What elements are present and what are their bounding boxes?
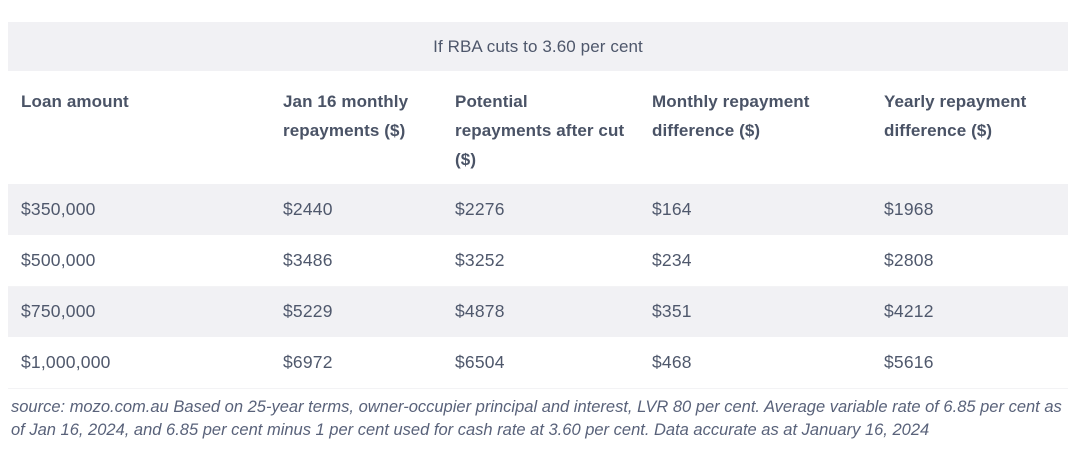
column-header-potential-repayments-after-cut: Potential repayments after cut ($): [455, 92, 625, 169]
cell-jan16-repayment: $2440: [270, 184, 442, 235]
repayment-table: Loan amount Jan 16 monthly repayments ($…: [8, 71, 1068, 389]
cell-yearly-difference: $2808: [871, 235, 1068, 287]
repayment-table-container: If RBA cuts to 3.60 per cent Loan amount…: [8, 22, 1068, 443]
cell-jan16-repayment: $6972: [270, 337, 442, 389]
cell-monthly-difference: $468: [639, 337, 871, 389]
cell-potential-repayment: $4878: [442, 286, 639, 337]
cell-monthly-difference: $234: [639, 235, 871, 287]
cell-potential-repayment: $2276: [442, 184, 639, 235]
cell-jan16-repayment: $5229: [270, 286, 442, 337]
cell-potential-repayment: $6504: [442, 337, 639, 389]
cell-loan-amount: $500,000: [8, 235, 270, 287]
table-row: $1,000,000 $6972 $6504 $468 $5616: [8, 337, 1068, 389]
cell-potential-repayment: $3252: [442, 235, 639, 287]
cell-yearly-difference: $1968: [871, 184, 1068, 235]
table-header-row: Loan amount Jan 16 monthly repayments ($…: [8, 71, 1068, 184]
cell-jan16-repayment: $3486: [270, 235, 442, 287]
cell-monthly-difference: $351: [639, 286, 871, 337]
cell-monthly-difference: $164: [639, 184, 871, 235]
table-banner-title: If RBA cuts to 3.60 per cent: [433, 36, 643, 56]
table-row: $350,000 $2440 $2276 $164 $1968: [8, 184, 1068, 235]
column-header-loan-amount: Loan amount: [21, 92, 129, 111]
cell-yearly-difference: $5616: [871, 337, 1068, 389]
column-header-jan16-monthly-repayments: Jan 16 monthly repayments ($): [283, 92, 409, 140]
cell-loan-amount: $1,000,000: [8, 337, 270, 389]
cell-loan-amount: $750,000: [8, 286, 270, 337]
column-header-yearly-repayment-difference: Yearly repayment difference ($): [884, 92, 1027, 140]
column-header-monthly-repayment-difference: Monthly repayment difference ($): [652, 92, 810, 140]
source-note: source: mozo.com.au Based on 25-year ter…: [11, 397, 1062, 440]
table-row: $750,000 $5229 $4878 $351 $4212: [8, 286, 1068, 337]
cell-yearly-difference: $4212: [871, 286, 1068, 337]
table-banner: If RBA cuts to 3.60 per cent: [8, 22, 1068, 71]
table-row: $500,000 $3486 $3252 $234 $2808: [8, 235, 1068, 287]
cell-loan-amount: $350,000: [8, 184, 270, 235]
